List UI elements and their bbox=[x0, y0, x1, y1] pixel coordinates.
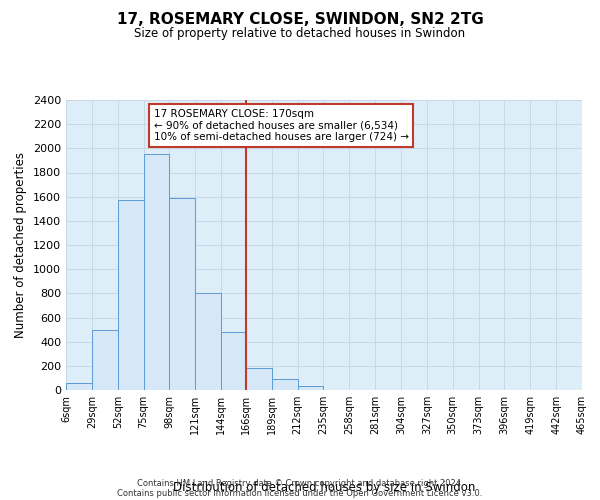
Text: 17, ROSEMARY CLOSE, SWINDON, SN2 2TG: 17, ROSEMARY CLOSE, SWINDON, SN2 2TG bbox=[116, 12, 484, 28]
Text: Contains HM Land Registry data © Crown copyright and database right 2024.: Contains HM Land Registry data © Crown c… bbox=[137, 478, 463, 488]
Y-axis label: Number of detached properties: Number of detached properties bbox=[14, 152, 28, 338]
X-axis label: Distribution of detached houses by size in Swindon: Distribution of detached houses by size … bbox=[173, 482, 475, 494]
Text: Contains public sector information licensed under the Open Government Licence v3: Contains public sector information licen… bbox=[118, 488, 482, 498]
Bar bbox=[221, 332, 246, 390]
Bar bbox=[195, 294, 221, 390]
Bar bbox=[246, 368, 272, 390]
Text: Size of property relative to detached houses in Swindon: Size of property relative to detached ho… bbox=[134, 28, 466, 40]
Bar bbox=[143, 154, 169, 390]
Bar bbox=[92, 330, 118, 390]
Bar bbox=[298, 386, 323, 390]
Bar bbox=[169, 198, 195, 390]
Bar bbox=[272, 379, 298, 390]
Text: 17 ROSEMARY CLOSE: 170sqm
← 90% of detached houses are smaller (6,534)
10% of se: 17 ROSEMARY CLOSE: 170sqm ← 90% of detac… bbox=[154, 108, 409, 142]
Bar bbox=[118, 200, 143, 390]
Bar bbox=[66, 384, 92, 390]
